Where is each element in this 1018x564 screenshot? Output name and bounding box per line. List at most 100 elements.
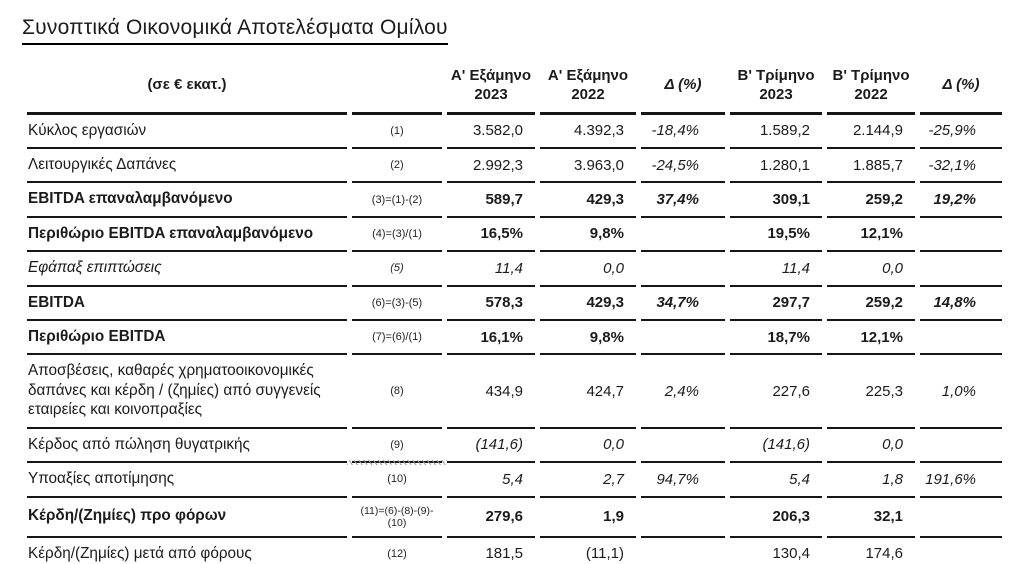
ref-column-header — [352, 65, 442, 115]
table-row: Αποσβέσεις, καθαρές χρηματοοικονομικές δ… — [27, 355, 1002, 429]
cell-h1-2022: 429,3 — [540, 287, 636, 322]
row-ref: (3)=(1)-(2) — [352, 183, 442, 218]
cell-h1-2022: 4.392,3 — [540, 115, 636, 149]
row-ref: (10) — [347, 460, 447, 498]
cell-q2-2023: 206,3 — [730, 498, 822, 538]
cell-h1-2022: 0,0 — [540, 429, 636, 464]
row-ref: (4)=(3)/(1) — [352, 218, 442, 253]
col-header-delta-h1: Δ (%) — [641, 65, 725, 115]
cell-h1-2023: 578,3 — [447, 287, 535, 322]
cell-q2-2023: 5,4 — [730, 463, 822, 498]
row-ref: (8) — [352, 355, 442, 429]
row-label: Κέρδη/(Ζημίες) μετά από φόρους — [27, 538, 347, 564]
cell-q2-2022: 0,0 — [827, 429, 915, 464]
cell-delta-q2 — [920, 538, 1002, 564]
cell-delta-h1 — [641, 498, 725, 538]
cell-h1-2023: 2.992,3 — [447, 149, 535, 184]
cell-h1-2023: (141,6) — [447, 429, 535, 464]
cell-delta-h1: 34,7% — [641, 287, 725, 322]
row-label: Περιθώριο EBITDA επαναλαμβανόμενο — [27, 218, 347, 253]
row-ref: (9) — [352, 429, 442, 464]
row-ref: (2) — [352, 149, 442, 184]
row-label: EBITDA — [27, 287, 347, 322]
cell-delta-h1 — [641, 429, 725, 464]
cell-q2-2022: 32,1 — [827, 498, 915, 538]
cell-delta-q2 — [920, 498, 1002, 538]
cell-delta-h1: 2,4% — [641, 355, 725, 429]
row-label: Κέρδη/(Ζημίες) προ φόρων — [27, 498, 347, 538]
cell-delta-q2 — [920, 218, 1002, 253]
row-label: Υποαξίες αποτίμησης — [27, 463, 347, 498]
cell-delta-h1 — [641, 218, 725, 253]
col-header-h1-2023: Α' Εξάμηνο 2023 — [447, 65, 535, 115]
cell-delta-q2: 191,6% — [920, 463, 1002, 498]
cell-q2-2022: 225,3 — [827, 355, 915, 429]
table-row: Κέρδη/(Ζημίες) προ φόρων (11)=(6)-(8)-(9… — [27, 498, 1002, 538]
cell-delta-q2: 19,2% — [920, 183, 1002, 218]
cell-q2-2023: 1.589,2 — [730, 115, 822, 149]
col-header-delta-q2: Δ (%) — [920, 65, 1002, 115]
cell-q2-2023: 1.280,1 — [730, 149, 822, 184]
cell-delta-q2 — [920, 321, 1002, 356]
cell-delta-h1 — [641, 252, 725, 287]
table-row: Κέρδη/(Ζημίες) μετά από φόρους (12) 181,… — [27, 538, 1002, 564]
cell-delta-h1 — [641, 538, 725, 564]
col-header-q2-2023: Β' Τρίμηνο 2023 — [730, 65, 822, 115]
cell-q2-2022: 174,6 — [827, 538, 915, 564]
cell-q2-2023: 18,7% — [730, 321, 822, 356]
row-label: Εφάπαξ επιπτώσεις — [27, 252, 347, 287]
cell-h1-2023: 181,5 — [447, 538, 535, 564]
cell-h1-2023: 3.582,0 — [447, 115, 535, 149]
cell-q2-2022: 259,2 — [827, 183, 915, 218]
row-ref-text: (10) — [387, 473, 407, 486]
cell-q2-2023: 130,4 — [730, 538, 822, 564]
cell-delta-h1: -24,5% — [641, 149, 725, 184]
financial-results-table: (σε € εκατ.) Α' Εξάμηνο 2023 Α' Εξάμηνο … — [22, 65, 1007, 564]
table-row: Υποαξίες αποτίμησης (10) 5,4 2,7 94,7% 5… — [27, 460, 1002, 498]
row-label: Αποσβέσεις, καθαρές χρηματοοικονομικές δ… — [27, 355, 347, 429]
cell-delta-q2: 14,8% — [920, 287, 1002, 322]
cell-h1-2023: 589,7 — [447, 183, 535, 218]
col-header-q2-2022: Β' Τρίμηνο 2022 — [827, 65, 915, 115]
cell-delta-h1: 37,4% — [641, 183, 725, 218]
row-label: Κύκλος εργασιών — [27, 115, 347, 149]
cell-h1-2022: 0,0 — [540, 252, 636, 287]
col-header-h1-2022: Α' Εξάμηνο 2022 — [540, 65, 636, 115]
table-row: Περιθώριο EBITDA επαναλαμβανόμενο (4)=(3… — [27, 218, 1002, 253]
cell-delta-q2: -25,9% — [920, 115, 1002, 149]
table-header-row: (σε € εκατ.) Α' Εξάμηνο 2023 Α' Εξάμηνο … — [27, 65, 1002, 115]
row-ref: (6)=(3)-(5) — [352, 287, 442, 322]
cell-q2-2022: 1,8 — [827, 463, 915, 498]
cell-h1-2023: 16,1% — [447, 321, 535, 356]
table-row: EBITDA (6)=(3)-(5) 578,3 429,3 34,7% 297… — [27, 287, 1002, 322]
cell-q2-2022: 259,2 — [827, 287, 915, 322]
cell-q2-2022: 12,1% — [827, 321, 915, 356]
row-label: Λειτουργικές Δαπάνες — [27, 149, 347, 184]
cell-h1-2023: 434,9 — [447, 355, 535, 429]
cell-delta-q2 — [920, 429, 1002, 464]
row-ref: (12) — [352, 538, 442, 564]
cell-delta-h1: 94,7% — [641, 463, 725, 498]
cell-h1-2022: (11,1) — [540, 538, 636, 564]
cell-q2-2023: 309,1 — [730, 183, 822, 218]
hatch-artifact — [347, 460, 447, 466]
table-row: Εφάπαξ επιπτώσεις (5) 11,4 0,0 11,4 0,0 — [27, 252, 1002, 287]
table-row: Κύκλος εργασιών (1) 3.582,0 4.392,3 -18,… — [27, 115, 1002, 149]
row-ref: (1) — [352, 115, 442, 149]
page-title: Συνοπτικά Οικονομικά Αποτελέσματα Ομίλου — [22, 16, 448, 45]
row-ref: (7)=(6)/(1) — [352, 321, 442, 356]
cell-q2-2022: 12,1% — [827, 218, 915, 253]
cell-h1-2022: 9,8% — [540, 218, 636, 253]
cell-h1-2023: 11,4 — [447, 252, 535, 287]
row-label: EBITDA επαναλαμβανόμενο — [27, 183, 347, 218]
cell-q2-2022: 1.885,7 — [827, 149, 915, 184]
table-row: Κέρδος από πώληση θυγατρικής (9) (141,6)… — [27, 429, 1002, 464]
cell-delta-q2: -32,1% — [920, 149, 1002, 184]
cell-q2-2023: 11,4 — [730, 252, 822, 287]
cell-h1-2022: 429,3 — [540, 183, 636, 218]
cell-q2-2023: 297,7 — [730, 287, 822, 322]
cell-q2-2022: 0,0 — [827, 252, 915, 287]
cell-delta-q2: 1,0% — [920, 355, 1002, 429]
row-label: Κέρδος από πώληση θυγατρικής — [27, 429, 347, 464]
